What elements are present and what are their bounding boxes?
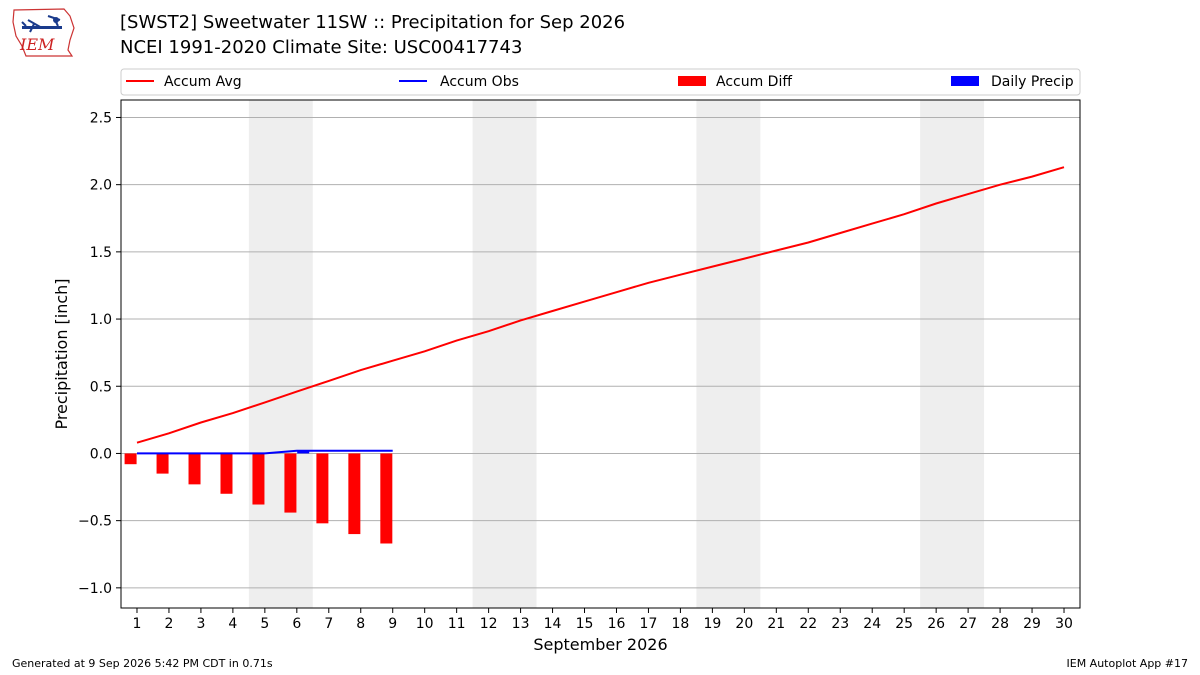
x-tick-label: 21 (767, 616, 785, 632)
x-tick-label: 20 (735, 616, 753, 632)
accum-diff-bar (348, 453, 361, 535)
x-tick-label: 16 (608, 616, 626, 632)
y-tick-label: 0.0 (90, 446, 112, 462)
legend: Accum Avg Accum Obs Accum Diff Daily Precip (120, 68, 1081, 96)
accum-diff-bar (156, 453, 169, 474)
y-tick-label: 1.0 (90, 312, 112, 328)
accum-obs-legend-label: Accum Obs (440, 74, 519, 90)
x-tick-label: 8 (356, 616, 365, 632)
y-axis-label: Precipitation [inch] (52, 278, 71, 429)
chart-title: [SWST2] Sweetwater 11SW :: Precipitation… (120, 12, 626, 33)
accum-diff-legend-label: Accum Diff (716, 74, 792, 90)
accum-diff-bar (124, 453, 137, 465)
accum-obs-line (137, 449, 393, 455)
x-tick-label: 6 (292, 616, 301, 632)
x-tick-label: 30 (1055, 616, 1073, 632)
x-tick-label: 24 (863, 616, 881, 632)
x-tick-label: 15 (576, 616, 594, 632)
x-axis-label: September 2026 (533, 635, 667, 654)
accum-avg-legend-label: Accum Avg (164, 74, 242, 90)
accum-diff-bar (316, 453, 329, 524)
logo-text: IEM (19, 35, 55, 54)
weekend-band (472, 100, 537, 608)
x-tick-label: 2 (164, 616, 173, 632)
y-tick-label: −1.0 (78, 581, 112, 597)
x-tick-label: 18 (672, 616, 690, 632)
daily-precip-legend-label: Daily Precip (991, 74, 1074, 90)
accum-diff-bar (284, 453, 297, 513)
x-tick-label: 7 (324, 616, 333, 632)
x-tick-label: 4 (228, 616, 237, 632)
legend-box (120, 68, 1081, 96)
x-tick-label: 12 (480, 616, 498, 632)
weekend-band (696, 100, 761, 608)
weekend-band (920, 100, 985, 608)
x-tick-label: 13 (512, 616, 530, 632)
x-tick-label: 17 (640, 616, 658, 632)
weekend-band (248, 100, 313, 608)
y-tick-label: 2.5 (90, 110, 112, 126)
x-tick-label: 25 (895, 616, 913, 632)
y-tick-label: 1.5 (90, 245, 112, 261)
accum-diff-bar (220, 453, 233, 494)
accum-diff-legend-swatch (678, 76, 706, 86)
x-tick-label: 5 (260, 616, 269, 632)
x-tick-label: 3 (196, 616, 205, 632)
plot-frame (120, 99, 1081, 609)
x-tick-label: 11 (448, 616, 466, 632)
iem-logo: IEM (12, 8, 75, 57)
x-tick-label: 9 (388, 616, 397, 632)
chart-subtitle: NCEI 1991-2020 Climate Site: USC00417743 (120, 37, 523, 58)
y-tick-label: 2.0 (90, 178, 112, 194)
accum-diff-bar (188, 453, 201, 485)
x-tick-label: 27 (959, 616, 977, 632)
daily-precip-bar (297, 450, 310, 454)
app-label: IEM Autoplot App #17 (1066, 657, 1189, 670)
x-tick-label: 28 (991, 616, 1009, 632)
y-tick-label: 0.5 (90, 379, 112, 395)
y-tick-label: −0.5 (78, 514, 112, 530)
generated-timestamp: Generated at 9 Sep 2026 5:42 PM CDT in 0… (12, 657, 273, 670)
x-tick-label: 19 (703, 616, 721, 632)
x-tick-label: 26 (927, 616, 945, 632)
x-tick-label: 22 (799, 616, 817, 632)
accum-diff-bar (380, 453, 393, 544)
accum-avg-line (136, 166, 1065, 444)
x-tick-label: 14 (544, 616, 562, 632)
x-tick-label: 29 (1023, 616, 1041, 632)
x-tick-label: 10 (416, 616, 434, 632)
accum-diff-bar (252, 453, 265, 505)
x-tick-label: 1 (133, 616, 142, 632)
daily-precip-legend-swatch (951, 76, 979, 86)
x-tick-label: 23 (831, 616, 849, 632)
